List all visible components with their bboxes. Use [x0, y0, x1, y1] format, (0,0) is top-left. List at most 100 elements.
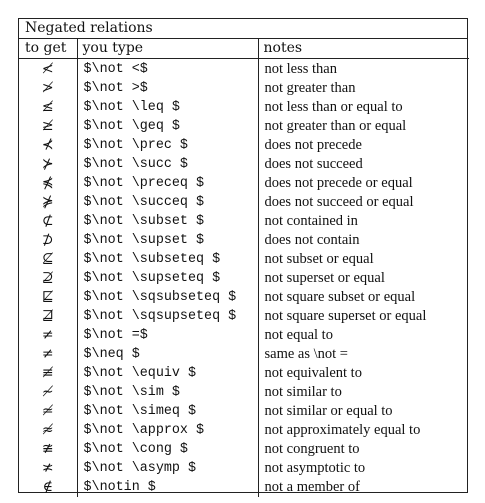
header-row: to get you type notes — [19, 39, 469, 59]
note-cell: does not succeed — [257, 155, 469, 174]
symbol-cell: ⊄ — [41, 213, 54, 229]
symbol-cell: ≠ — [41, 346, 54, 362]
note-cell: not a member of — [257, 478, 469, 497]
note-cell: not asymptotic to — [257, 459, 469, 478]
symbol-cell: ≱ — [41, 118, 54, 134]
table-row: ⋠ $\not \preceq $ does not precede or equa… — [19, 174, 469, 193]
symbol-cell: ≯ — [41, 80, 54, 96]
table-row: ⊈ $\not \subseteq $ not subset or equal — [19, 250, 469, 269]
note-cell: not less than — [257, 58, 469, 79]
code-cell: $\not \asymp $ — [76, 459, 258, 478]
note-cell: not similar or equal to — [257, 402, 469, 421]
symbol-cell: ≁ — [41, 384, 54, 400]
note-cell: not square subset or equal — [257, 288, 469, 307]
symbol-cell: ⋣ — [41, 308, 54, 324]
table-row: ⊅ $\not \supset $ does not contain — [19, 231, 469, 250]
note-cell: not contained in — [257, 212, 469, 231]
code-cell: $\not \succeq $ — [76, 193, 258, 212]
note-cell: not greater than — [257, 79, 469, 98]
note-cell: not similar to — [257, 383, 469, 402]
code-cell: $\notin $ — [76, 478, 258, 497]
table-row: ⋣ $\not \sqsupseteq $ not square superset … — [19, 307, 469, 326]
table-row: ≄ $\not \simeq $ not similar or equal to — [19, 402, 469, 421]
header-to-get: to get — [19, 39, 77, 59]
symbol-cell: ≇ — [41, 441, 54, 457]
symbol-cell: ≭ — [41, 460, 54, 476]
note-cell: does not precede — [257, 136, 469, 155]
code-cell: $\not \subseteq $ — [76, 250, 258, 269]
table-row: ≭ $\not \asymp $ not asymptotic to — [19, 459, 469, 478]
symbol-cell: ⊅ — [41, 232, 54, 248]
table-row: ≉ $\not \approx $ not approximately equal … — [19, 421, 469, 440]
table-row: ≠ $\neq $ same as \not = — [19, 345, 469, 364]
code-cell: $\not >$ — [76, 79, 258, 98]
symbol-cell: ≄ — [41, 403, 54, 419]
note-cell: not superset or equal — [257, 269, 469, 288]
symbol-cell: ⊈ — [41, 251, 54, 267]
table-row: ≱ $\not \geq $ not greater than or equal — [19, 117, 469, 136]
table-row: ⊉ $\not \supseteq $ not superset or equal — [19, 269, 469, 288]
table-row: ⊀ $\not \prec $ does not precede — [19, 136, 469, 155]
code-cell: $\not \geq $ — [76, 117, 258, 136]
code-cell: $\neq $ — [76, 345, 258, 364]
note-cell: not less than or equal to — [257, 98, 469, 117]
note-cell: not greater than or equal — [257, 117, 469, 136]
code-cell: $\not \sim $ — [76, 383, 258, 402]
table-body: ≮ $\not <$ not less than ≯ $\not >$ not great… — [19, 58, 469, 497]
code-cell: $\not \supseteq $ — [76, 269, 258, 288]
table-row: ≠ $\not =$ not equal to — [19, 326, 469, 345]
symbol-cell: ≰ — [41, 99, 54, 115]
table-row: ⋡ $\not \succeq $ does not succeed or equa… — [19, 193, 469, 212]
table-row: ≢ $\not \equiv $ not equivalent to — [19, 364, 469, 383]
note-cell: not subset or equal — [257, 250, 469, 269]
code-cell: $\not \prec $ — [76, 136, 258, 155]
code-cell: $\not \supset $ — [76, 231, 258, 250]
symbol-cell: ⊁ — [41, 156, 54, 172]
table-row: ≁ $\not \sim $ not similar to — [19, 383, 469, 402]
note-cell: not equivalent to — [257, 364, 469, 383]
note-cell: not approximately equal to — [257, 421, 469, 440]
symbol-cell: ⋠ — [41, 175, 54, 191]
code-cell: $\not \leq $ — [76, 98, 258, 117]
symbol-cell: ≢ — [41, 365, 54, 381]
code-cell: $\not \simeq $ — [76, 402, 258, 421]
symbol-cell: ⋡ — [41, 194, 54, 210]
code-cell: $\not \succ $ — [76, 155, 258, 174]
table-row: ⋢ $\not \sqsubseteq $ not square subset or… — [19, 288, 469, 307]
code-cell: $\not \equiv $ — [76, 364, 258, 383]
note-cell: does not succeed or equal — [257, 193, 469, 212]
negated-relations-table-frame: Negated relations to get you type notes … — [18, 18, 469, 497]
code-cell: $\not \sqsupseteq $ — [76, 307, 258, 326]
note-cell: same as \not = — [257, 345, 469, 364]
symbol-cell: ∉ — [42, 479, 53, 495]
symbol-cell: ≠ — [41, 327, 54, 343]
table-row: ≯ $\not >$ not greater than — [19, 79, 469, 98]
header-you-type: you type — [76, 39, 258, 59]
table-row: ∉ $\notin $ not a member of — [19, 478, 469, 497]
code-cell: $\not \subset $ — [76, 212, 258, 231]
symbol-cell: ≉ — [41, 422, 54, 438]
code-cell: $\not <$ — [76, 58, 258, 79]
table-row: ≇ $\not \cong $ not congruent to — [19, 440, 469, 459]
note-cell: not congruent to — [257, 440, 469, 459]
symbol-cell: ≮ — [41, 61, 54, 77]
code-cell: $\not =$ — [76, 326, 258, 345]
note-cell: not square superset or equal — [257, 307, 469, 326]
code-cell: $\not \preceq $ — [76, 174, 258, 193]
note-cell: not equal to — [257, 326, 469, 345]
symbol-cell: ⊉ — [41, 270, 54, 286]
symbol-cell: ⋢ — [41, 289, 54, 305]
note-cell: does not contain — [257, 231, 469, 250]
code-cell: $\not \sqsubseteq $ — [76, 288, 258, 307]
symbol-cell: ⊀ — [41, 137, 54, 153]
code-cell: $\not \cong $ — [76, 440, 258, 459]
table-row: ≮ $\not <$ not less than — [19, 58, 469, 79]
note-cell: does not precede or equal — [257, 174, 469, 193]
table-row: ⊁ $\not \succ $ does not succeed — [19, 155, 469, 174]
table-row: ≰ $\not \leq $ not less than or equal to — [19, 98, 469, 117]
header-notes: notes — [257, 39, 469, 59]
table-row: ⊄ $\not \subset $ not contained in — [19, 212, 469, 231]
code-cell: $\not \approx $ — [76, 421, 258, 440]
table-caption: Negated relations — [19, 19, 467, 39]
negated-relations-table: to get you type notes ≮ $\not <$ not less … — [19, 39, 469, 497]
